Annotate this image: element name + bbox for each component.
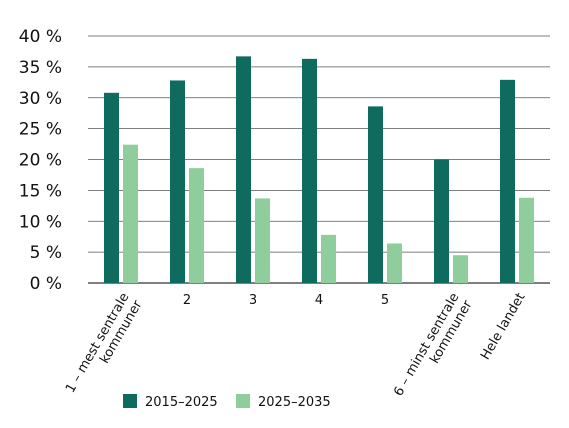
y-axis-tick-labels: 0 % 5 % 10 % 15 % 20 % 25 % 30 % 35 % 40 % xyxy=(19,27,62,294)
y-tick-label: 40 % xyxy=(19,27,62,47)
y-tick-label: 20 % xyxy=(19,151,62,171)
x-category-label: 5 xyxy=(381,293,389,308)
bar-series2-cat2 xyxy=(189,168,204,283)
bar-series2-cat6 xyxy=(453,255,468,283)
x-category-label: 2 xyxy=(183,293,191,308)
y-tick-label: 25 % xyxy=(19,120,62,140)
x-category-label: Hele landet xyxy=(478,291,528,363)
x-category-label: 3 xyxy=(249,293,257,308)
legend: 2015–2025 2025–2035 xyxy=(123,394,331,410)
bar-series2-cat1 xyxy=(123,144,138,283)
bar-series1-cat5 xyxy=(368,106,383,284)
legend-swatch-2 xyxy=(236,394,250,408)
y-tick-label: 35 % xyxy=(19,58,62,78)
bar-series1-cat2 xyxy=(170,80,185,284)
legend-swatch-1 xyxy=(123,394,137,408)
gridlines xyxy=(88,35,550,284)
bar-series1-cat1 xyxy=(104,92,119,283)
bar-series1-cat6 xyxy=(434,159,449,283)
bar-series2-cat4 xyxy=(321,234,336,283)
y-tick-label: 30 % xyxy=(19,89,62,109)
bar-series2-cat5 xyxy=(387,243,402,283)
bar-series2-cat3 xyxy=(255,198,270,283)
bars xyxy=(104,56,534,284)
bar-series1-cat3 xyxy=(236,56,251,283)
y-tick-label: 0 % xyxy=(30,274,62,294)
bar-series1-cat7 xyxy=(500,79,515,283)
legend-label-2: 2025–2035 xyxy=(258,395,331,410)
x-category-label-group: Hele landet xyxy=(478,291,528,363)
y-tick-label: 15 % xyxy=(19,181,62,201)
legend-label-1: 2015–2025 xyxy=(145,395,218,410)
y-tick-label: 10 % xyxy=(19,212,62,232)
bar-series2-cat7 xyxy=(519,197,534,283)
bar-series1-cat4 xyxy=(302,58,317,283)
y-tick-label: 5 % xyxy=(30,243,62,263)
x-category-label: 4 xyxy=(315,293,323,308)
